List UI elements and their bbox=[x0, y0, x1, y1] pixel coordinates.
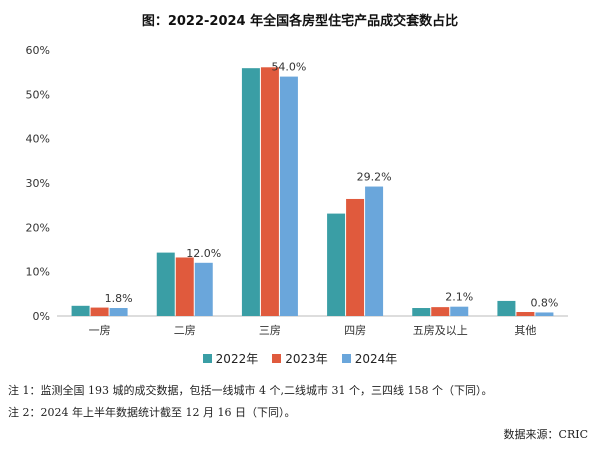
bar bbox=[194, 262, 213, 316]
bar bbox=[497, 300, 516, 316]
legend-item-2024: 2024年 bbox=[341, 350, 398, 367]
bar bbox=[156, 252, 175, 316]
bar bbox=[241, 68, 260, 316]
chart-title: 图：2022-2024 年全国各房型住宅产品成交套数占比 bbox=[141, 14, 459, 29]
bar bbox=[279, 76, 298, 316]
legend-swatch-2023 bbox=[272, 354, 282, 363]
bar bbox=[346, 198, 365, 316]
y-tick-label: 0% bbox=[33, 310, 50, 323]
y-tick-label: 50% bbox=[26, 88, 50, 101]
bar bbox=[450, 306, 469, 316]
bar bbox=[260, 67, 279, 316]
legend-label-2023: 2023年 bbox=[285, 352, 328, 366]
data-label: 12.0% bbox=[186, 247, 221, 260]
footnote-2: 注 2：2024 年上半年数据统计截至 12 月 16 日（下同）。 bbox=[8, 406, 296, 419]
x-tick-label: 其他 bbox=[514, 324, 536, 337]
data-label: 54.0% bbox=[271, 61, 306, 74]
chart-legend: 2022年 2023年 2024年 bbox=[0, 350, 600, 367]
legend-item-2023: 2023年 bbox=[272, 350, 328, 367]
legend-label-2022: 2022年 bbox=[215, 352, 259, 366]
legend-label-2024: 2024年 bbox=[354, 352, 398, 366]
y-tick-label: 30% bbox=[26, 177, 50, 190]
legend-swatch-2024 bbox=[341, 354, 351, 363]
x-tick-label: 五房及以上 bbox=[413, 324, 468, 337]
x-tick-label: 三房 bbox=[259, 324, 281, 337]
data-source: 数据来源：CRIC bbox=[503, 428, 588, 441]
y-tick-label: 40% bbox=[26, 133, 50, 146]
data-label: 29.2% bbox=[357, 171, 392, 184]
bar bbox=[90, 307, 109, 316]
data-label: 1.8% bbox=[105, 292, 133, 305]
y-tick-label: 10% bbox=[26, 266, 50, 279]
data-label: 2.1% bbox=[445, 291, 473, 304]
bar bbox=[175, 257, 194, 316]
bar bbox=[516, 312, 535, 316]
legend-swatch-2022 bbox=[202, 354, 212, 363]
bar bbox=[71, 305, 90, 316]
bar bbox=[327, 213, 346, 316]
bar bbox=[431, 307, 450, 316]
data-label: 0.8% bbox=[530, 296, 558, 309]
bar bbox=[535, 312, 554, 316]
bar bbox=[109, 308, 128, 316]
footnotes: 注 1：监测全国 193 城的成交数据，包括一线城市 4 个,二线城市 31 个… bbox=[8, 380, 492, 424]
y-tick-label: 20% bbox=[26, 221, 50, 234]
legend-item-2022: 2022年 bbox=[202, 350, 259, 367]
bar bbox=[412, 308, 431, 316]
x-tick-label: 一房 bbox=[89, 324, 111, 337]
x-tick-label: 二房 bbox=[174, 324, 196, 337]
x-tick-label: 四房 bbox=[344, 324, 366, 337]
bar-chart: 0% 10% 20% 30% 40% 50% 60% 1.8% 一房 12.0% 二房 54.0% 三房… bbox=[26, 44, 568, 337]
bar bbox=[365, 186, 384, 316]
y-tick-label: 60% bbox=[26, 44, 50, 57]
footnote-1: 注 1：监测全国 193 城的成交数据，包括一线城市 4 个,二线城市 31 个… bbox=[8, 384, 493, 397]
